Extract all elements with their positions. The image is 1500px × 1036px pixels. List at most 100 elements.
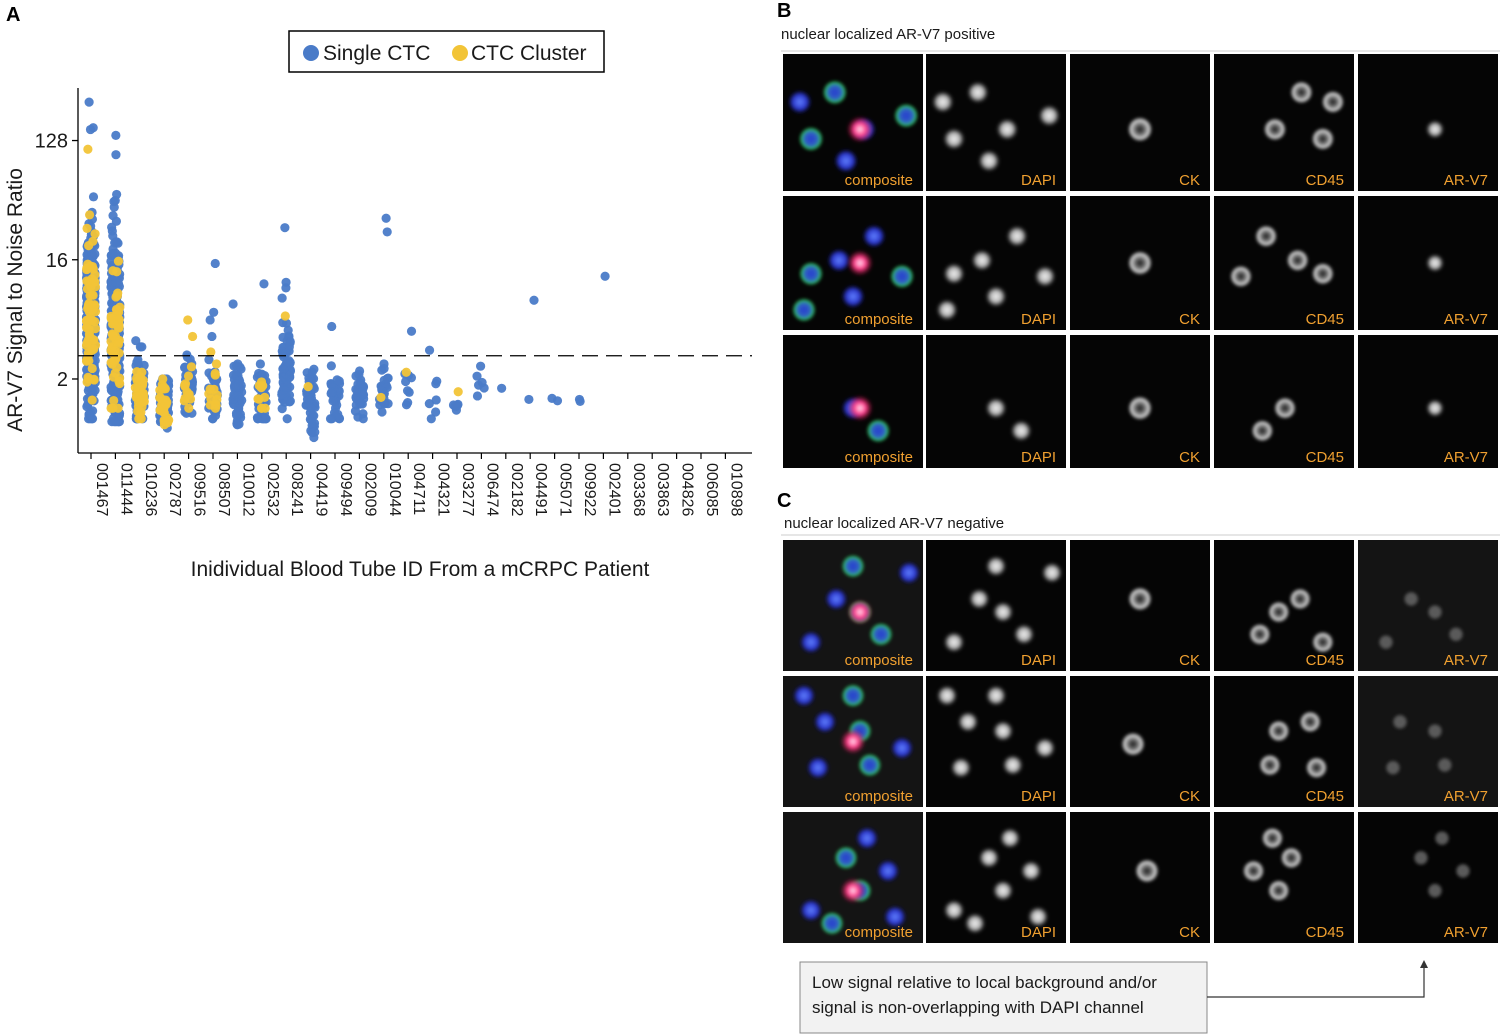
panel-c-letter: C [777, 490, 791, 512]
ctc-cluster-point [110, 355, 120, 365]
cell-spot [869, 622, 893, 647]
x-tick-label: 006085 [703, 463, 720, 516]
ctc-cluster-point [82, 276, 92, 286]
ctc-cluster-point [160, 399, 171, 409]
ctc-cluster-point [83, 144, 93, 154]
single-ctc-point [209, 307, 219, 317]
cell-spot [846, 115, 874, 143]
cell-spot [992, 601, 1014, 623]
channel-label: AR-V7 [1444, 924, 1488, 941]
single-ctc-point [277, 404, 287, 414]
cell-spot [1428, 605, 1442, 619]
single-ctc-point [308, 410, 318, 420]
single-ctc-point [261, 414, 271, 424]
ctc-cluster-point [187, 331, 198, 342]
cell-spot [890, 736, 914, 760]
panel-b-caption: nuclear localized AR-V7 positive [781, 26, 995, 43]
y-axis-label: AR-V7 Signal to Noise Ratio [4, 168, 27, 432]
cell-spot [992, 880, 1014, 902]
ctc-cluster-point [136, 414, 146, 424]
channel-label: CK [1179, 449, 1200, 466]
cell-spot [1010, 420, 1032, 442]
cell-spot [813, 710, 837, 734]
cell-spot [1425, 399, 1445, 418]
ctc-cluster-point [108, 331, 118, 341]
x-tick-label: 002787 [166, 463, 183, 516]
micrograph-cd45: CD45 [1214, 540, 1354, 671]
cell-spot [985, 285, 1007, 308]
cell-spot [799, 261, 823, 286]
cell-spot [1414, 851, 1428, 865]
channel-label: CD45 [1306, 924, 1344, 941]
ctc-cluster-point [204, 389, 214, 399]
cell-spot [943, 262, 965, 285]
micrograph-ar-v7: AR-V7 [1358, 335, 1498, 468]
cell-spot [985, 685, 1007, 707]
ctc-cluster-point [84, 241, 94, 251]
single-ctc-point [255, 359, 265, 369]
single-ctc-point [325, 414, 336, 424]
single-ctc-point [137, 342, 147, 352]
ctc-cluster-point [82, 355, 92, 365]
single-ctc-point [282, 414, 292, 424]
single-ctc-point [310, 427, 320, 437]
micrograph-grid-negative: composite DAPI CK CD45 AR-V7 composite DAPI CK C… [783, 540, 1498, 943]
single-ctc-point [304, 395, 314, 405]
cell-spot [792, 683, 816, 708]
single-ctc-point [356, 389, 367, 400]
panel-c-caption: nuclear localized AR-V7 negative [784, 515, 1004, 532]
cell-spot [841, 554, 865, 578]
ctc-cluster-point [82, 315, 92, 325]
legend-marker-single [303, 45, 319, 61]
single-ctc-point [600, 271, 610, 281]
cell-spot [855, 826, 879, 850]
cell-spot [890, 264, 914, 289]
single-ctc-point [281, 283, 291, 293]
single-ctc-point [210, 258, 220, 269]
channel-label: DAPI [1021, 924, 1056, 941]
ctc-cluster-point [163, 415, 173, 425]
ctc-cluster-point [106, 313, 116, 324]
cell-spot [1249, 623, 1271, 645]
single-ctc-point [278, 332, 288, 342]
x-tick-label: 004491 [532, 463, 549, 516]
x-tick-label: 002009 [361, 463, 378, 516]
note-arrow-line [1207, 966, 1425, 998]
cell-spot [1020, 860, 1042, 882]
channel-label: DAPI [1021, 172, 1056, 189]
x-tick-label: 009494 [337, 463, 354, 516]
single-ctc-point [182, 352, 193, 362]
cell-spot [846, 395, 874, 422]
cell-spot [1311, 262, 1334, 285]
panel-b-letter: B [777, 0, 791, 22]
cell-spot [822, 80, 848, 105]
channel-label: CK [1179, 652, 1200, 669]
ctc-cluster-point [453, 387, 463, 397]
single-ctc-point [309, 364, 319, 374]
ctc-cluster-point [113, 403, 123, 413]
ctc-cluster-point [260, 403, 270, 413]
cell-spot [1393, 715, 1407, 729]
single-ctc-point [332, 375, 342, 385]
single-ctc-point [88, 192, 99, 202]
cell-spot [1027, 906, 1049, 928]
cell-spot [1268, 720, 1290, 742]
micrograph-dapi: DAPI [926, 676, 1066, 807]
single-ctc-point [327, 387, 337, 397]
cell-spot [1261, 827, 1283, 849]
single-ctc-point [82, 402, 92, 412]
ctc-cluster-point [280, 311, 290, 321]
micrograph-cd45: CD45 [1214, 54, 1354, 191]
micrograph-composite: composite [783, 196, 923, 330]
cell-spot [966, 81, 989, 104]
single-ctc-point [277, 293, 287, 303]
ctc-cluster-point [205, 400, 215, 410]
cell-spot [985, 397, 1007, 419]
channel-label: DAPI [1021, 788, 1056, 805]
cell-spot [1435, 831, 1449, 845]
ctc-cluster-point [87, 363, 97, 374]
y-ticks: 2 16 128 [35, 131, 78, 391]
panel-a: A Single CTC CTC Cluster 2 16 128 001467 01… [4, 4, 752, 581]
single-ctc-point [431, 379, 441, 389]
